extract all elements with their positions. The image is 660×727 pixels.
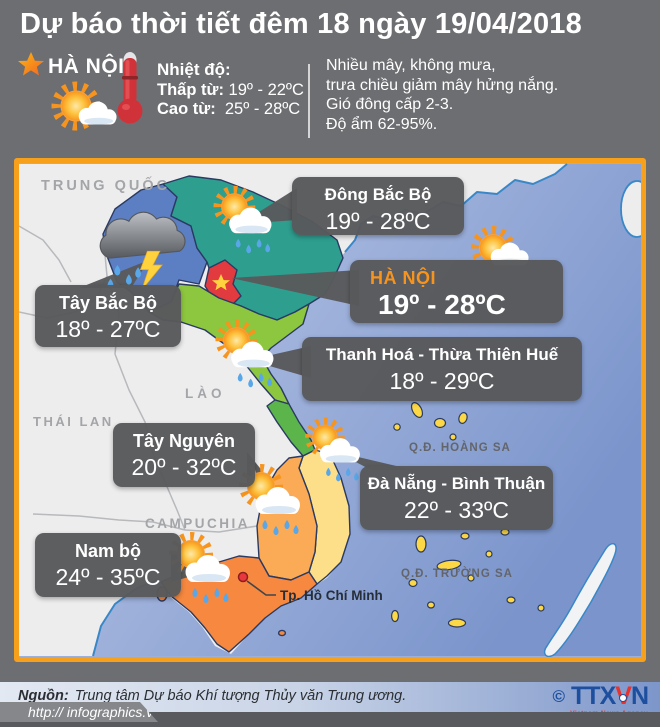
label-cambodia: CAMPUCHIA <box>145 516 250 531</box>
label-laos: LÀO <box>185 386 226 401</box>
hoang-sa-islands <box>393 402 468 441</box>
vietnam-weather-map: TRUNG QUỐC THÁI LAN LÀO CAMPUCHIA Q.Đ. H… <box>14 158 646 662</box>
hainan-island <box>620 180 641 238</box>
website-url[interactable]: http:// infographics.vn <box>0 702 158 722</box>
geo-labels: TRUNG QUỐC THÁI LAN LÀO CAMPUCHIA Q.Đ. H… <box>33 176 513 580</box>
weather-label-dong-bac-bo: Đông Bắc Bộ 19º - 28ºC <box>292 177 464 235</box>
label-hoang-sa: Q.Đ. HOÀNG SA <box>409 441 511 454</box>
weather-label-hanoi: HÀ NỘI 19º - 28ºC <box>350 260 563 323</box>
hcm-city-dot <box>237 571 249 583</box>
label-hcm-city: Tp. Hồ Chí Minh <box>280 588 383 603</box>
thermometer-icon <box>117 52 143 124</box>
globe-icon <box>619 694 628 702</box>
palawan-island <box>543 542 617 657</box>
weather-label-danang-binhthuan: Đà Nẵng - Bình Thuận 22º - 33ºC <box>360 466 553 530</box>
hcm-leader-line <box>246 580 276 596</box>
truong-sa-islands <box>391 528 545 628</box>
con-dao-island <box>277 629 287 637</box>
bottom-strip <box>0 712 660 727</box>
weather-label-tay-nguyen: Tây Nguyên 20º - 32ºC <box>113 423 255 487</box>
header-divider <box>308 64 310 138</box>
copyright-icon: © <box>552 687 566 706</box>
star-icon <box>18 52 44 76</box>
weather-label-thanh-hoa-hue: Thanh Hoá - Thừa Thiên Huế 18º - 29ºC <box>302 337 582 401</box>
label-china: TRUNG QUỐC <box>41 176 170 194</box>
label-truong-sa: Q.Đ. TRƯỜNG SA <box>401 567 513 580</box>
weather-label-nam-bo: Nam bộ 24º - 35ºC <box>35 533 181 597</box>
sun-cloud-icon <box>51 81 117 131</box>
weather-label-tay-bac-bo: Tây Bắc Bộ 18º - 27ºC <box>35 285 181 347</box>
temp-title: Nhiệt độ: <box>157 60 231 79</box>
page-title: Dự báo thời tiết đêm 18 ngày 19/04/2018 <box>20 8 582 40</box>
temp-low: Thấp từ: 19º - 22ºC <box>157 81 304 99</box>
label-thailand: THÁI LAN <box>33 414 114 429</box>
forecast-description: Nhiều mây, không mưa, trưa chiều giảm mâ… <box>326 57 559 133</box>
source-label: Nguồn: <box>18 688 69 704</box>
source-text: Nguồn: Trung tâm Dự báo Khí tượng Thủy vă… <box>18 688 407 704</box>
header-city: HÀ NỘI <box>48 55 125 78</box>
temperature-block: Nhiệt độ: Thấp từ: 19º - 22ºC Cao từ: 25… <box>157 60 304 119</box>
temp-high: Cao từ: 25º - 28ºC <box>157 100 301 118</box>
